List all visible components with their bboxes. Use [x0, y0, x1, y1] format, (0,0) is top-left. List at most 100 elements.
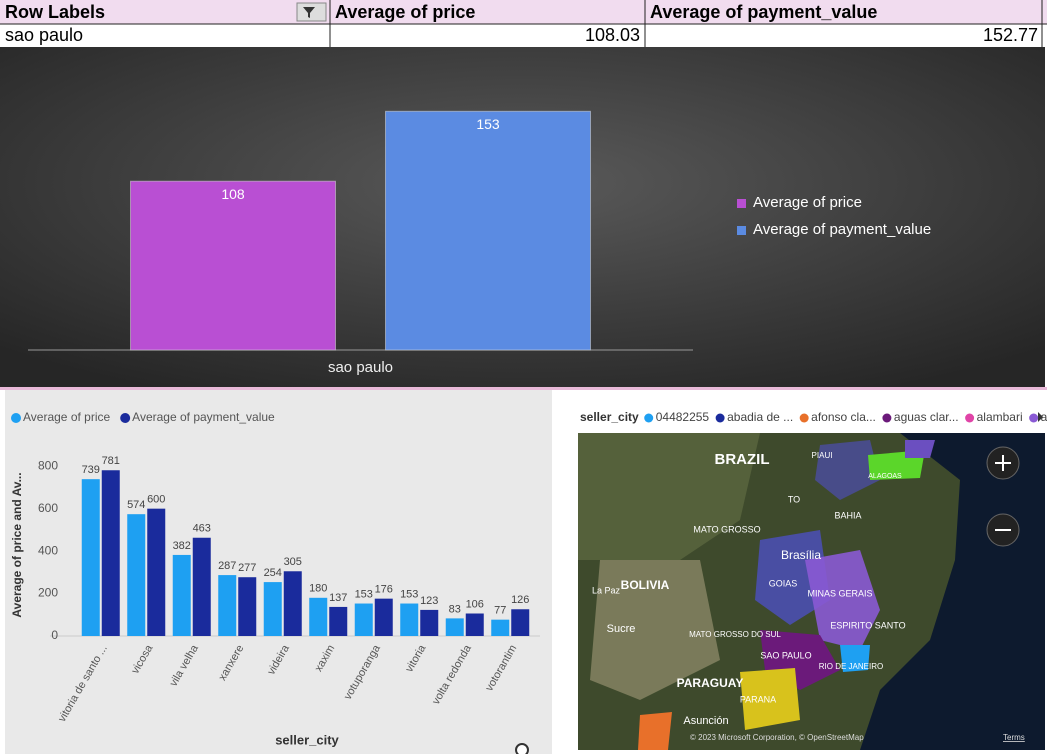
bar	[218, 575, 237, 636]
legend-title: seller_city	[580, 410, 639, 424]
bar	[101, 470, 120, 636]
data-label: 254	[264, 567, 282, 579]
map-label: BRAZIL	[715, 451, 770, 468]
map-label: PARAGUAY	[677, 676, 744, 690]
map-label: BOLIVIA	[621, 578, 670, 592]
header-cell: Average of payment_value	[650, 2, 877, 22]
data-label: 77	[494, 605, 506, 617]
bar	[511, 609, 530, 636]
legend-label: alambari	[977, 410, 1023, 424]
legend-next[interactable]	[1038, 412, 1043, 422]
legend-swatch	[737, 199, 746, 208]
map-label: TO	[788, 494, 800, 504]
land	[590, 560, 720, 700]
map-label: ALAGOAS	[868, 473, 902, 480]
map-label: Brasília	[781, 548, 821, 562]
filter-icon	[303, 7, 315, 18]
y-tick-label: 400	[38, 543, 58, 557]
legend-marker	[644, 413, 654, 423]
legend-label: aguas clar...	[894, 410, 959, 424]
y-tick-label: 200	[38, 586, 58, 600]
legend-label: 04482255	[656, 410, 710, 424]
bar	[283, 571, 302, 636]
bar	[385, 110, 591, 351]
map-label: ESPIRITO SANTO	[830, 620, 905, 630]
map-label: MATO GROSSO	[693, 524, 760, 534]
data-label: 126	[511, 594, 529, 606]
region	[905, 440, 935, 458]
bar	[400, 603, 419, 636]
table-header-bg	[0, 0, 1047, 24]
map-label: RIO DE JANEIRO	[819, 662, 883, 671]
data-label: 600	[147, 494, 165, 506]
y-tick-label: 800	[38, 458, 58, 472]
terms[interactable]: Terms	[1003, 733, 1025, 742]
filter-button[interactable]	[296, 2, 327, 22]
legend-label: Average of payment_value	[753, 221, 931, 238]
bar	[192, 537, 211, 636]
map-label: SAO PAULO	[760, 650, 811, 660]
resize-handle[interactable]	[515, 743, 529, 754]
data-label: 153	[355, 588, 373, 600]
data-label: 180	[309, 583, 327, 595]
region	[815, 440, 880, 500]
data-label: 574	[127, 499, 145, 511]
legend-label: Average of payment_value	[132, 410, 275, 424]
table-row-bg	[0, 24, 1047, 47]
region	[805, 550, 880, 650]
bar	[420, 609, 439, 636]
legend-label: afonso cla...	[811, 410, 876, 424]
data-label: 108	[221, 186, 245, 202]
data-label: 739	[82, 464, 100, 476]
legend-marker	[120, 413, 131, 423]
separator	[0, 387, 1047, 390]
cell: 108.03	[585, 25, 640, 45]
bar	[445, 618, 464, 636]
x-tick-label: sao paulo	[328, 359, 393, 376]
y-tick-label: 600	[38, 501, 58, 515]
data-label: 305	[284, 556, 302, 568]
legend-label: Average of price	[753, 194, 862, 211]
land	[578, 433, 760, 560]
y-tick-label: 0	[51, 628, 58, 642]
legend-label: abadia de ...	[727, 410, 793, 424]
attribution: © 2023 Microsoft Corporation, © OpenStre…	[690, 733, 864, 742]
x-axis-title: seller_city	[275, 732, 339, 747]
legend-label: alfenas	[1041, 410, 1047, 424]
bar	[491, 619, 510, 636]
ocean	[860, 433, 1045, 750]
data-label: 277	[238, 562, 256, 574]
bar	[354, 603, 373, 636]
data-label: 153	[476, 116, 500, 132]
bar	[81, 479, 100, 636]
map-label: Asunción	[683, 715, 728, 727]
legend-swatch	[737, 226, 746, 235]
map-label: La Paz	[592, 585, 621, 595]
bar	[263, 582, 282, 636]
region	[755, 530, 830, 625]
legend-marker	[882, 413, 892, 423]
bar	[172, 554, 191, 636]
region	[840, 645, 870, 672]
data-label: 382	[173, 540, 191, 552]
region	[740, 668, 800, 730]
legend-marker	[799, 413, 809, 423]
bar	[309, 597, 328, 636]
map-label: PIAUI	[812, 451, 833, 460]
map-label: MINAS GERAIS	[807, 588, 872, 598]
cell: 152.77	[983, 25, 1038, 45]
zoom-in-icon	[995, 455, 1011, 471]
map-label: Sucre	[607, 623, 636, 635]
bar	[329, 606, 348, 636]
y-axis-title: Average of price and Av...	[10, 472, 24, 617]
data-label: 83	[449, 603, 461, 615]
bar	[130, 180, 336, 351]
map[interactable]: BRAZIL PIAUI ALAGOAS TO BAHIA MATO GROSSO Bras…	[578, 433, 1045, 750]
map-label: BAHIA	[834, 510, 861, 520]
cell: sao paulo	[5, 25, 83, 45]
bar	[147, 508, 166, 636]
legend-marker	[965, 413, 975, 423]
data-label: 176	[375, 584, 393, 596]
legend-marker	[715, 413, 725, 423]
